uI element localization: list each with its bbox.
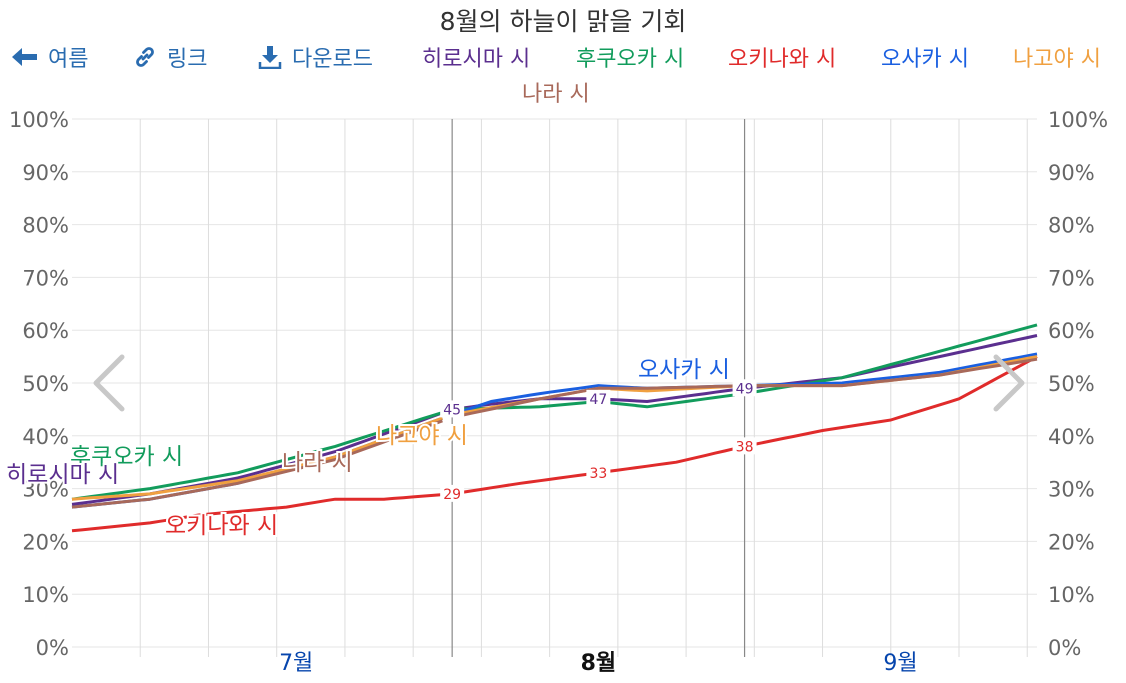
point-label: 33	[589, 466, 607, 482]
point-label-bg	[440, 484, 465, 502]
point-label: 38	[736, 439, 754, 455]
legend-label: 오사카 시	[881, 47, 969, 72]
series-line	[71, 493, 443, 533]
legend-label: 오키나와 시	[728, 47, 837, 72]
y-tick-label-right: 30%	[1048, 478, 1095, 502]
y-tick-label-right: 50%	[1048, 372, 1095, 396]
y-tick-label-left: 0%	[36, 636, 69, 660]
y-tick-label-right: 0%	[1048, 636, 1081, 660]
y-tick-label-right: 10%	[1048, 583, 1095, 607]
y-tick-label-left: 40%	[22, 425, 69, 449]
legend-label: 히로시마 시	[422, 47, 531, 72]
legend-label: 후쿠오카 시	[576, 47, 685, 72]
y-tick-label-right: 70%	[1048, 266, 1095, 290]
y-tick-label-left: 10%	[22, 583, 69, 607]
chevron-left-icon[interactable]	[93, 354, 125, 412]
point-label: 29	[443, 487, 461, 503]
link-button[interactable]: 링크	[133, 40, 207, 74]
y-tick-label-left: 100%	[9, 108, 69, 132]
y-tick-label-left: 80%	[22, 214, 69, 238]
y-tick-label-left: 50%	[22, 372, 69, 396]
legend-item-fukuoka[interactable]: 후쿠오카 시	[576, 40, 684, 74]
point-label: 49	[736, 381, 754, 397]
series-line	[71, 416, 443, 501]
download-icon	[258, 46, 282, 69]
point-label: 47	[589, 392, 607, 408]
back-label: 여름	[48, 47, 89, 72]
y-tick-label-right: 80%	[1048, 214, 1095, 238]
y-tick-label-right: 20%	[1048, 530, 1095, 554]
series-line	[461, 384, 735, 417]
back-button[interactable]: 여름	[12, 40, 88, 74]
point-label-bg	[732, 437, 757, 455]
toolbar: 여름 링크 다운로드 히로시마 시 후쿠오카 시 오키나와 시 오사카 시 나고…	[0, 40, 1126, 74]
series-annotation: 나고야 시	[376, 423, 468, 449]
series-line	[71, 419, 443, 509]
legend-item-hiroshima[interactable]: 히로시마 시	[422, 40, 530, 74]
series-annotation: 나라 시	[282, 450, 353, 476]
series-line	[754, 355, 1038, 446]
y-tick-label-right: 40%	[1048, 425, 1095, 449]
legend-item-nagoya[interactable]: 나고야 시	[1013, 40, 1101, 74]
download-label: 다운로드	[292, 47, 373, 72]
series-line	[754, 357, 1038, 388]
legend-label: 나라 시	[522, 82, 590, 107]
y-tick-label-left: 20%	[22, 530, 69, 554]
point-label-bg	[732, 379, 757, 397]
point-label-bg	[586, 463, 611, 481]
point-label-bg	[440, 400, 465, 418]
download-button[interactable]: 다운로드	[258, 40, 373, 74]
y-tick-label-left: 90%	[22, 161, 69, 185]
series-annotation: 히로시마 시	[6, 462, 119, 488]
chart-title: 8월의 하늘이 맑을 기회	[439, 7, 687, 36]
x-tick-label[interactable]: 9월	[883, 651, 917, 676]
y-tick-label-left: 60%	[22, 319, 69, 343]
legend-item-nara[interactable]: 나라 시	[522, 76, 590, 108]
x-tick-label[interactable]: 8월	[581, 651, 617, 676]
series-annotation: 오키나와 시	[165, 513, 278, 539]
series-annotation: 후쿠오카 시	[70, 444, 183, 470]
series-annotation: 오사카 시	[638, 357, 730, 383]
link-icon	[136, 47, 154, 67]
y-tick-label-right: 100%	[1048, 108, 1108, 132]
y-tick-label-right: 90%	[1048, 161, 1095, 185]
legend-item-osaka[interactable]: 오사카 시	[881, 40, 969, 74]
legend-item-okinawa[interactable]: 오키나와 시	[728, 40, 836, 74]
chevron-right-icon[interactable]	[993, 354, 1025, 412]
y-tick-label-left: 70%	[22, 266, 69, 290]
series-line	[71, 411, 443, 501]
point-label-bg	[586, 389, 611, 407]
x-tick-label[interactable]: 7월	[279, 651, 313, 676]
point-label: 45	[443, 402, 461, 418]
link-label: 링크	[167, 47, 208, 72]
legend-label: 나고야 시	[1013, 47, 1101, 72]
arrow-left-icon	[12, 48, 37, 66]
y-tick-label-left: 30%	[22, 478, 69, 502]
series-line	[754, 334, 1038, 389]
y-tick-label-right: 60%	[1048, 319, 1095, 343]
